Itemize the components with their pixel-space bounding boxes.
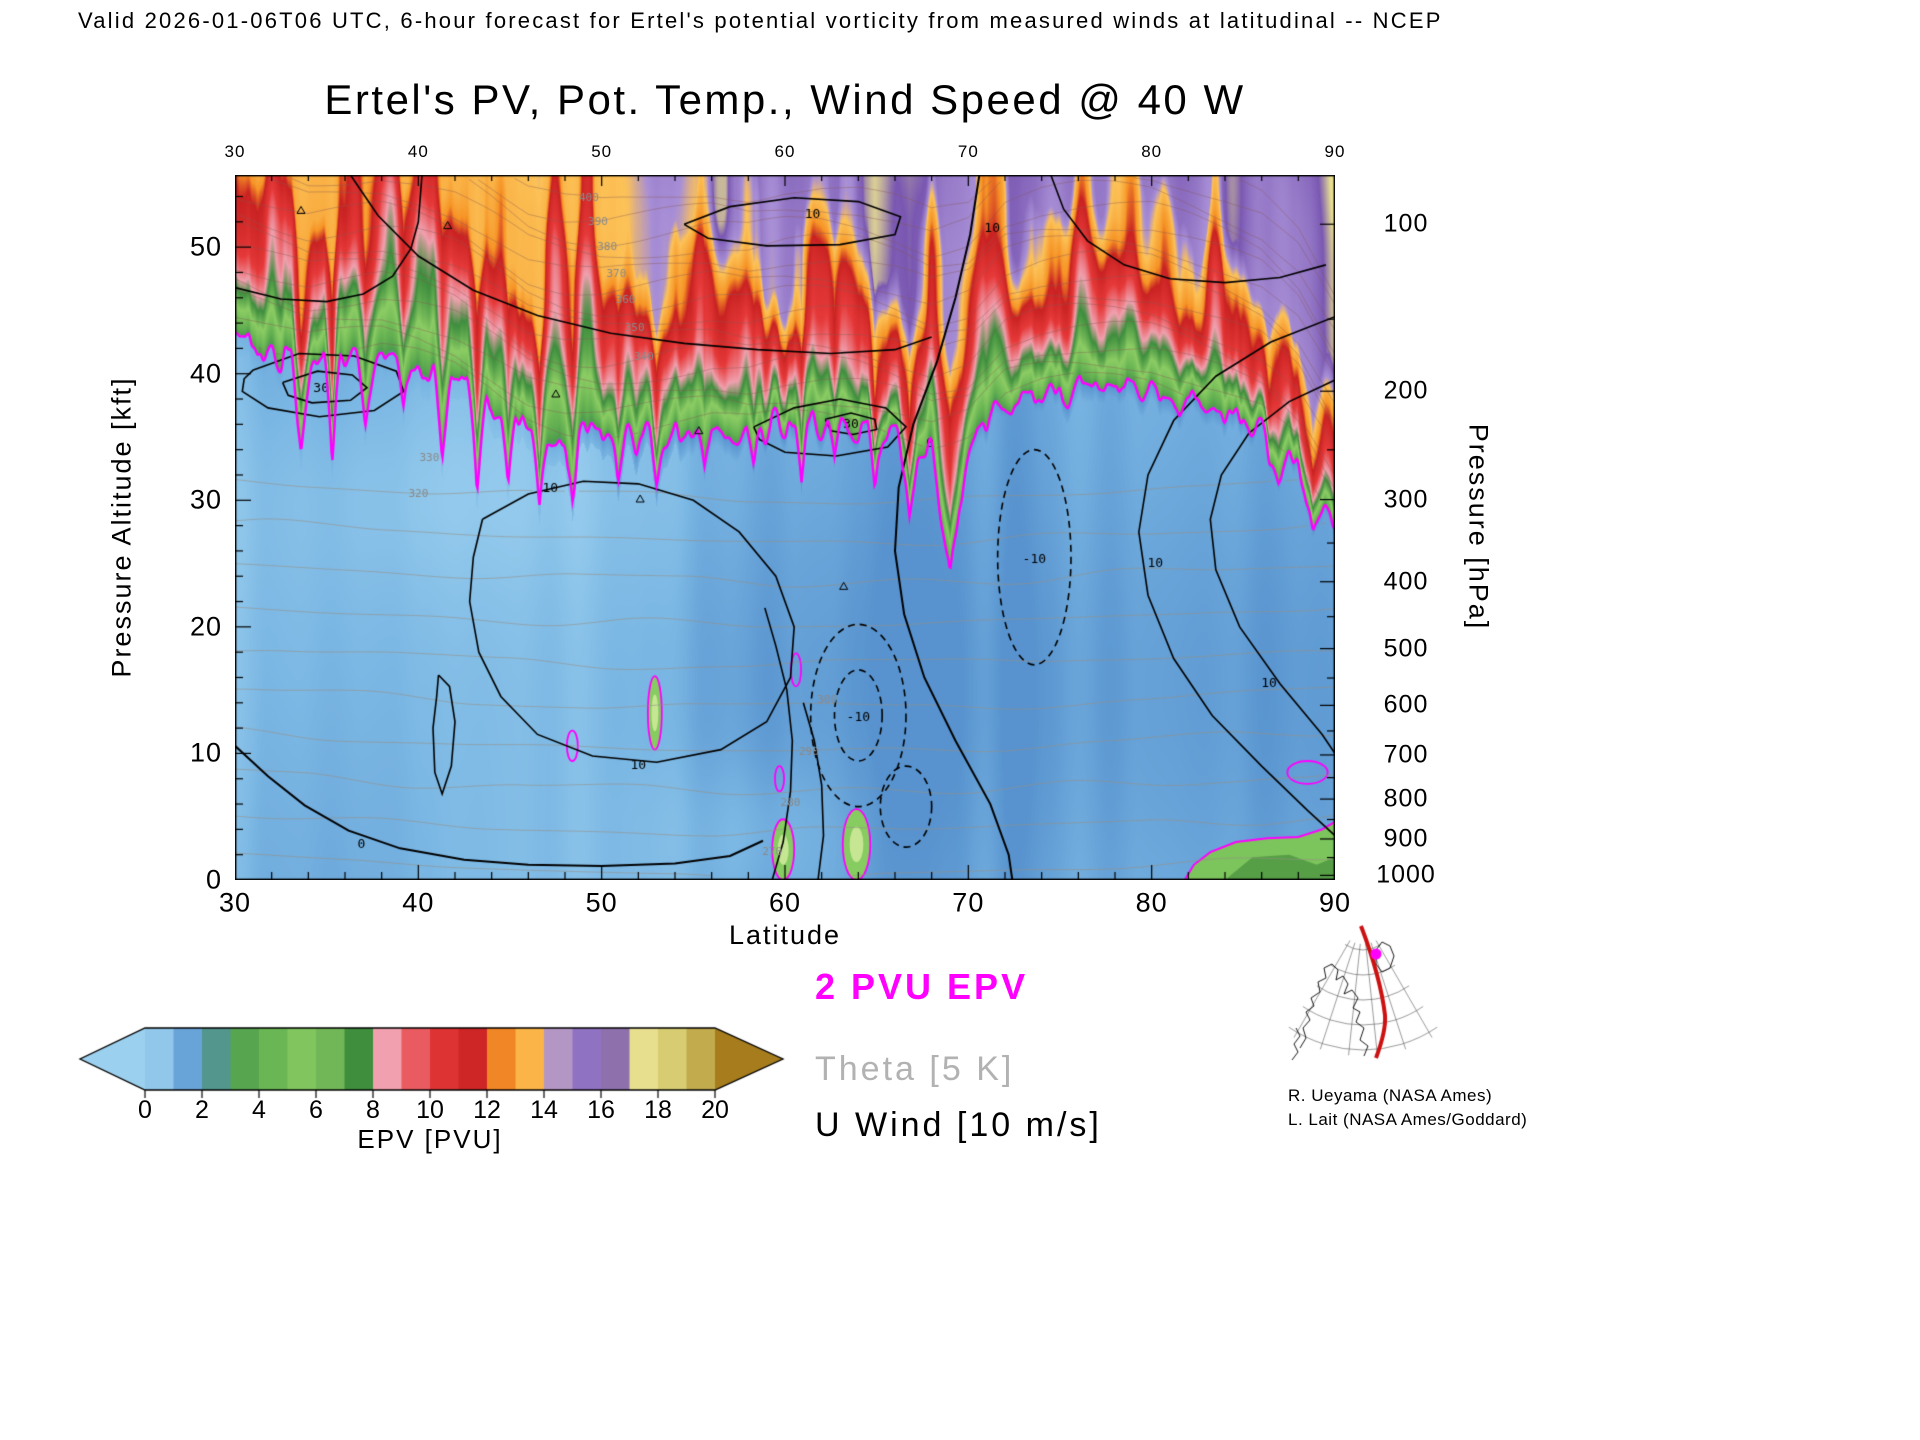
tick-label: 50 — [585, 887, 618, 918]
colorbar-tick-label: 2 — [195, 1096, 209, 1124]
colorbar-canvas — [70, 1016, 810, 1106]
tick-label: 30 — [218, 887, 252, 918]
tick-label: 30 — [224, 142, 246, 161]
tick-label: 60 — [768, 887, 802, 918]
credit-line-1: R. Ueyama (NASA Ames) — [1288, 1086, 1493, 1105]
epv-cross-section-canvas — [235, 175, 1335, 880]
tick-label: 50 — [591, 142, 613, 161]
validity-header: Valid 2026-01-06T06 UTC, 6-hour forecast… — [78, 8, 1443, 33]
tick-label: 40 — [402, 887, 435, 918]
tick-label: 300 — [1383, 485, 1429, 514]
colorbar-tick-label: 6 — [309, 1096, 323, 1124]
tick-label: 70 — [952, 887, 985, 918]
tick-label: 0 — [205, 864, 222, 895]
tick-label: 80 — [1135, 887, 1168, 918]
colorbar-tick-label: 10 — [416, 1096, 444, 1124]
legend-theta: Theta [5 K] — [815, 1050, 1015, 1088]
legend-uwind: U Wind [10 m/s] — [815, 1106, 1102, 1144]
inset-map-canvas — [1248, 920, 1478, 1085]
tick-label: 1000 — [1376, 860, 1436, 889]
tick-label: 900 — [1383, 824, 1429, 853]
tick-label: 60 — [774, 142, 796, 161]
tick-label: 800 — [1383, 784, 1429, 813]
colorbar-tick-label: 4 — [252, 1096, 266, 1124]
plot-title: Ertel's PV, Pot. Temp., Wind Speed @ 40 … — [324, 76, 1246, 123]
tick-label: 40 — [189, 358, 222, 389]
colorbar-tick-label: 16 — [587, 1096, 615, 1124]
tick-label: 200 — [1383, 376, 1429, 405]
tick-label: 500 — [1383, 634, 1429, 663]
x-axis-title: Latitude — [728, 920, 842, 950]
credit-line-2: L. Lait (NASA Ames/Goddard) — [1288, 1110, 1528, 1129]
legend-2pvu-epv: 2 PVU EPV — [815, 966, 1029, 1007]
y-axis-right-title: Pressure [hPa] — [1463, 423, 1494, 631]
tick-label: 600 — [1383, 690, 1429, 719]
tick-label: 40 — [407, 142, 429, 161]
tick-label: 700 — [1383, 740, 1429, 769]
colorbar-tick-label: 0 — [138, 1096, 152, 1124]
tick-label: 10 — [189, 737, 222, 768]
tick-label: 20 — [189, 611, 222, 642]
tick-label: 70 — [957, 142, 979, 161]
tick-label: 30 — [189, 484, 222, 515]
tick-label: 50 — [189, 231, 222, 262]
y-axis-left-title: Pressure Altitude [kft] — [106, 376, 137, 678]
tick-label: 90 — [1318, 887, 1352, 918]
tick-label: 80 — [1141, 142, 1163, 161]
colorbar-tick-label: 12 — [473, 1096, 501, 1124]
colorbar-tick-label: 14 — [530, 1096, 558, 1124]
colorbar-tick-label: 20 — [701, 1096, 729, 1124]
colorbar-tick-label: 8 — [366, 1096, 380, 1124]
tick-label: 100 — [1383, 209, 1429, 238]
tick-label: 400 — [1383, 567, 1429, 596]
tick-label: 90 — [1324, 142, 1346, 161]
colorbar-tick-label: 18 — [644, 1096, 672, 1124]
colorbar-caption: EPV [PVU] — [357, 1124, 503, 1154]
